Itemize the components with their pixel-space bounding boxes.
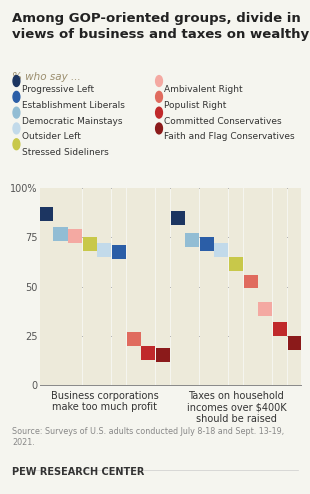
Text: Ambivalent Right: Ambivalent Right xyxy=(164,85,243,94)
Bar xyxy=(83,237,97,385)
Bar xyxy=(156,348,170,362)
Bar xyxy=(170,211,184,225)
Bar xyxy=(273,188,287,385)
Bar xyxy=(288,188,302,385)
Bar xyxy=(39,207,53,221)
Bar xyxy=(273,322,287,385)
Bar xyxy=(288,336,302,385)
Bar xyxy=(53,188,68,385)
Bar xyxy=(156,188,170,385)
Bar xyxy=(83,237,97,251)
Bar xyxy=(215,188,228,385)
Bar xyxy=(258,302,272,385)
Bar xyxy=(200,237,214,385)
Text: % who say ...: % who say ... xyxy=(12,72,81,82)
Bar xyxy=(126,188,141,385)
Bar xyxy=(273,188,287,385)
Bar xyxy=(288,336,302,350)
Text: PEW RESEARCH CENTER: PEW RESEARCH CENTER xyxy=(12,467,145,477)
Bar xyxy=(141,188,155,385)
Bar xyxy=(229,257,243,271)
Bar xyxy=(68,188,82,385)
Bar xyxy=(215,243,228,257)
Bar xyxy=(288,188,302,385)
Text: Committed Conservatives: Committed Conservatives xyxy=(164,117,282,125)
Text: Outsider Left: Outsider Left xyxy=(22,132,81,141)
Bar xyxy=(126,188,141,385)
Bar xyxy=(39,207,53,385)
Bar xyxy=(97,188,111,385)
Bar xyxy=(112,245,126,385)
Bar xyxy=(185,188,199,385)
Bar xyxy=(273,322,287,336)
Bar xyxy=(126,332,141,346)
Text: Progressive Left: Progressive Left xyxy=(22,85,94,94)
Bar xyxy=(141,346,155,385)
Bar xyxy=(83,188,97,385)
Bar xyxy=(185,233,199,385)
Bar xyxy=(170,211,184,385)
Bar xyxy=(39,188,53,385)
Bar xyxy=(112,245,126,259)
Bar xyxy=(53,188,68,385)
Bar xyxy=(97,188,111,385)
Bar xyxy=(68,229,82,243)
Bar xyxy=(229,188,243,385)
Bar xyxy=(83,188,97,385)
Bar xyxy=(258,302,272,316)
Bar xyxy=(53,227,68,241)
Bar xyxy=(200,188,214,385)
Text: Populist Right: Populist Right xyxy=(164,101,227,110)
Bar xyxy=(97,243,111,257)
Bar xyxy=(112,188,126,385)
Bar xyxy=(244,275,258,288)
Text: Faith and Flag Conservatives: Faith and Flag Conservatives xyxy=(164,132,295,141)
Bar xyxy=(39,188,53,385)
Bar xyxy=(244,188,258,385)
Bar xyxy=(215,243,228,385)
Bar xyxy=(68,188,82,385)
Bar xyxy=(244,275,258,385)
Text: Among GOP-oriented groups, divide in
views of business and taxes on wealthy: Among GOP-oriented groups, divide in vie… xyxy=(12,12,309,41)
Bar xyxy=(97,243,111,385)
Bar xyxy=(170,188,184,385)
Bar xyxy=(258,188,272,385)
Bar xyxy=(258,188,272,385)
Bar xyxy=(156,188,170,385)
Text: Establishment Liberals: Establishment Liberals xyxy=(22,101,125,110)
Bar xyxy=(185,188,199,385)
Bar xyxy=(53,227,68,385)
Bar xyxy=(68,229,82,385)
Bar xyxy=(141,346,155,360)
Text: Stressed Sideliners: Stressed Sideliners xyxy=(22,148,108,157)
Bar xyxy=(170,188,184,385)
Bar xyxy=(215,188,228,385)
Bar xyxy=(126,332,141,385)
Bar xyxy=(229,188,243,385)
Bar xyxy=(200,188,214,385)
Bar xyxy=(185,233,199,247)
Text: Democratic Mainstays: Democratic Mainstays xyxy=(22,117,122,125)
Bar xyxy=(156,348,170,385)
Bar xyxy=(244,188,258,385)
Bar xyxy=(200,237,214,251)
Bar xyxy=(141,188,155,385)
Bar xyxy=(112,188,126,385)
Text: Source: Surveys of U.S. adults conducted July 8-18 and Sept. 13-19,
2021.: Source: Surveys of U.S. adults conducted… xyxy=(12,427,285,447)
Bar xyxy=(229,257,243,385)
